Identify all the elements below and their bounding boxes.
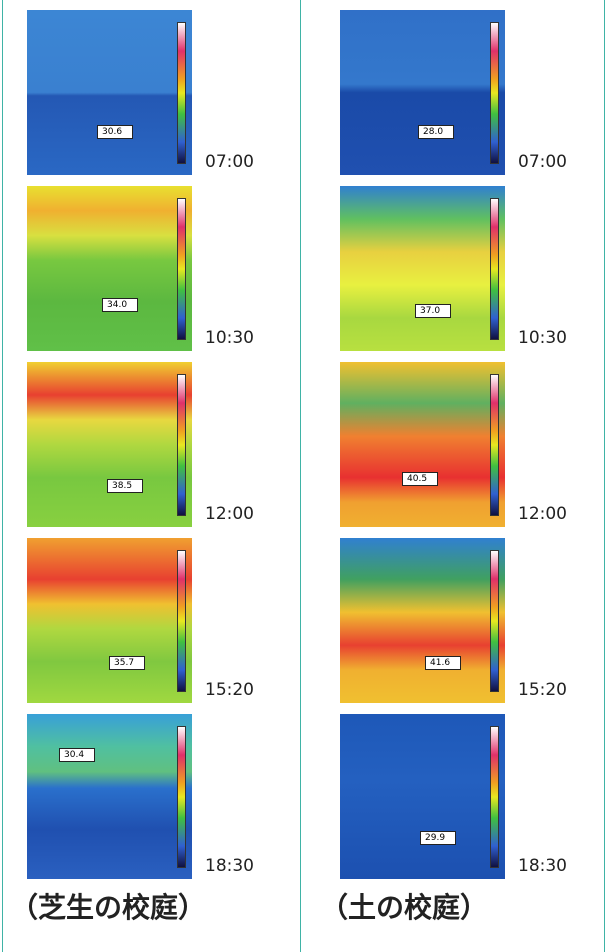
- border-line: [604, 0, 605, 952]
- time-label: 12:00: [205, 504, 254, 524]
- border-line: [2, 0, 3, 952]
- temperature-reading: 41.6: [425, 656, 462, 670]
- color-scale: [177, 726, 186, 868]
- time-label: 10:30: [518, 328, 567, 348]
- color-scale: [177, 550, 186, 692]
- color-scale: [490, 374, 499, 516]
- thermal-image: 34.0: [27, 186, 192, 351]
- temperature-reading: 38.5: [107, 479, 144, 493]
- color-scale: [177, 22, 186, 164]
- time-label: 18:30: [518, 856, 567, 876]
- thermal-image: 28.0: [340, 10, 505, 175]
- time-label: 15:20: [205, 680, 254, 700]
- time-label: 10:30: [205, 328, 254, 348]
- thermal-image: 38.5: [27, 362, 192, 527]
- temperature-reading: 37.0: [415, 304, 452, 318]
- thermal-image: 30.6: [27, 10, 192, 175]
- color-scale: [490, 198, 499, 340]
- time-label: 18:30: [205, 856, 254, 876]
- time-label: 15:20: [518, 680, 567, 700]
- thermal-image: 40.5: [340, 362, 505, 527]
- temperature-reading: 35.7: [109, 656, 146, 670]
- temperature-reading: 40.5: [402, 472, 439, 486]
- temperature-reading: 29.9: [420, 831, 457, 845]
- thermal-image: 35.7: [27, 538, 192, 703]
- temperature-reading: 34.0: [102, 298, 139, 312]
- column-caption: （土の校庭）: [320, 891, 489, 924]
- thermal-image: 41.6: [340, 538, 505, 703]
- color-scale: [177, 374, 186, 516]
- time-label: 07:00: [518, 152, 567, 172]
- color-scale: [177, 198, 186, 340]
- temperature-reading: 30.6: [97, 125, 134, 139]
- time-label: 07:00: [205, 152, 254, 172]
- temperature-reading: 28.0: [418, 125, 455, 139]
- color-scale: [490, 726, 499, 868]
- color-scale: [490, 550, 499, 692]
- temperature-reading: 30.4: [59, 748, 96, 762]
- thermal-image: 29.9: [340, 714, 505, 879]
- time-label: 12:00: [518, 504, 567, 524]
- thermal-image: 30.4: [27, 714, 192, 879]
- divider-line: [300, 0, 301, 952]
- column-caption: （芝生の校庭）: [10, 891, 207, 924]
- color-scale: [490, 22, 499, 164]
- thermal-image: 37.0: [340, 186, 505, 351]
